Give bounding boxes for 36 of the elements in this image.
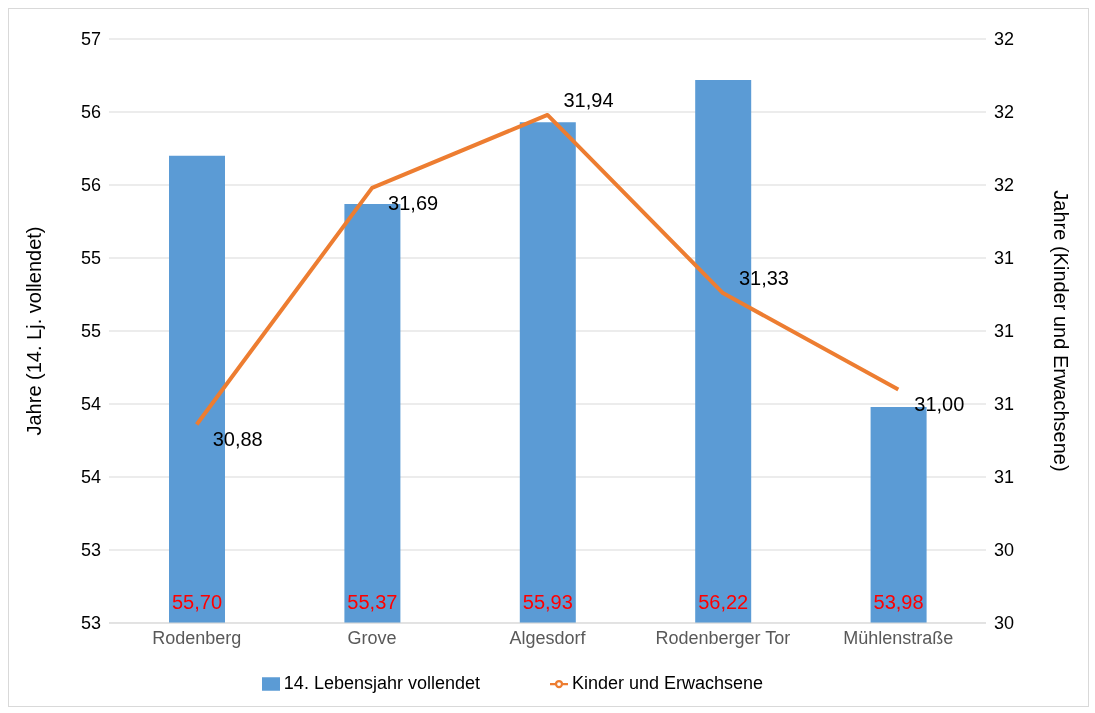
data-label: 31,94 [563,88,614,111]
y-axis-title: Jahre (14. Lj. vollendet) [23,226,46,436]
y-tick-label: 57 [80,29,101,50]
y2-tick-label: 30 [994,540,1015,561]
y2-tick-label: 32 [994,29,1015,50]
y2-tick-label: 31 [994,248,1015,269]
legend-label: 14. Lebensjahr vollendet [283,673,481,693]
data-label: 53,98 [873,591,924,613]
y-tick-label: 55 [80,248,101,269]
data-label: 55,70 [171,591,223,613]
x-tick-label: Rodenberger Tor [655,627,791,648]
y2-axis-title: Jahre (Kinder und Erwachsene) [1049,190,1072,472]
data-label: 31,00 [914,393,965,416]
line-series [194,112,901,427]
x-tick-label: Rodenberg [152,627,242,648]
data-label: 55,37 [347,591,398,613]
data-label: 56,22 [698,591,749,613]
y2-tick-label: 32 [994,175,1015,196]
y2-tick-label: 32 [994,102,1015,123]
data-label: 55,93 [522,591,573,613]
y-tick-label: 53 [80,613,101,634]
x-tick-label: Grove [347,627,397,648]
y2-tick-label: 31 [994,321,1015,342]
y-tick-label: 54 [80,467,101,488]
y2-tick-label: 31 [994,467,1015,488]
y-tick-label: 55 [80,321,101,342]
x-tick-label: Mühlenstraße [843,627,954,648]
y-tick-label: 56 [80,102,101,123]
y-tick-label: 54 [80,394,101,415]
y-tick-label: 56 [80,175,101,196]
x-tick-label: Algesdorf [509,627,587,648]
y-tick-label: 53 [80,540,101,561]
data-label: 31,69 [388,191,439,214]
y2-tick-label: 31 [994,394,1015,415]
y2-tick-label: 30 [994,613,1015,634]
legend-label: Kinder und Erwachsene [572,673,764,693]
